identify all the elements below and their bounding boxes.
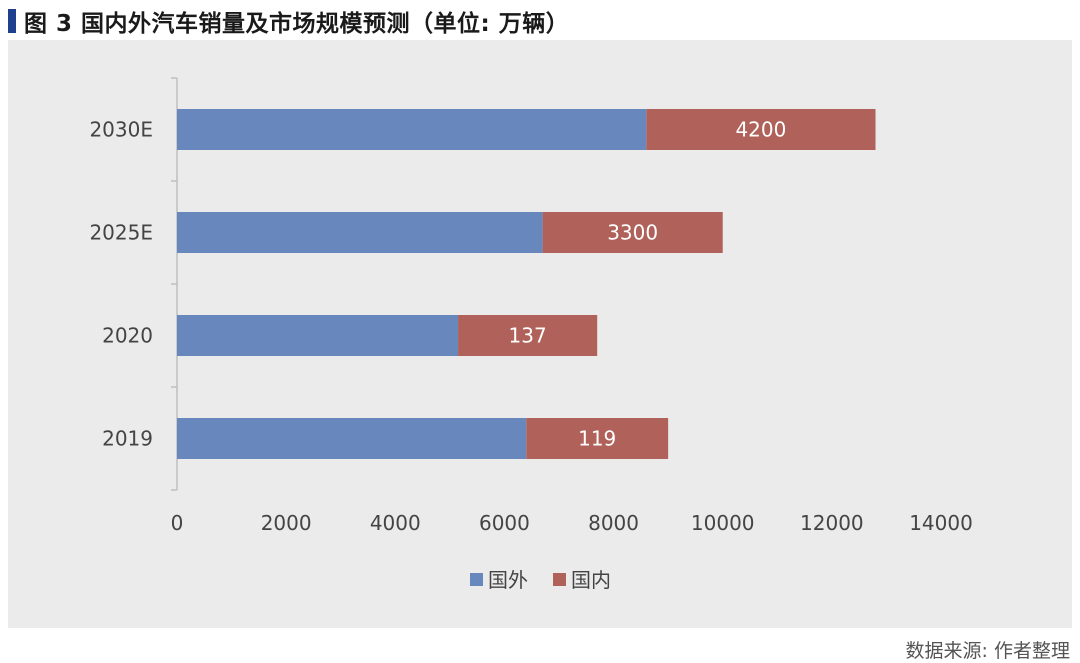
source-note: 数据来源: 作者整理 xyxy=(905,640,1070,662)
x-tick-label: 8000 xyxy=(588,511,639,535)
title-accent-bar xyxy=(8,9,16,33)
data-label: 119 xyxy=(578,427,616,451)
legend-item-domestic: 国内 xyxy=(571,568,611,592)
x-tick-label: 6000 xyxy=(479,511,530,535)
bar-foreign xyxy=(177,315,459,356)
bar-foreign xyxy=(177,109,647,150)
bar-foreign xyxy=(177,418,527,459)
x-tick-label: 12000 xyxy=(800,511,864,535)
figure-title: 图 3 国内外汽车销量及市场规模预测（单位: 万辆） xyxy=(24,11,570,37)
x-tick-label: 14000 xyxy=(909,511,973,535)
data-label: 137 xyxy=(509,324,547,348)
legend-item-foreign: 国外 xyxy=(488,568,528,592)
data-label: 4200 xyxy=(735,118,786,142)
category-label: 2019 xyxy=(102,427,153,451)
x-tick-label: 2000 xyxy=(261,511,312,535)
x-tick-label: 10000 xyxy=(691,511,755,535)
figure-header: 图 3 国内外汽车销量及市场规模预测（单位: 万辆） xyxy=(8,6,570,37)
bar-domestic xyxy=(526,418,669,459)
category-label: 2030E xyxy=(89,118,153,142)
x-tick-label: 0 xyxy=(171,511,184,535)
legend-swatch xyxy=(553,573,566,586)
bar-foreign xyxy=(177,212,543,253)
legend-swatch xyxy=(470,573,483,586)
bar-chart: 4200 2030E 3300 2025E 137 2020 119 2019 0 2000 400… xyxy=(89,77,973,592)
category-label: 2025E xyxy=(89,221,153,245)
bar-domestic xyxy=(646,109,876,150)
data-label: 3300 xyxy=(607,221,658,245)
bar-domestic xyxy=(458,315,598,356)
x-tick-label: 4000 xyxy=(370,511,421,535)
bar-domestic xyxy=(542,212,723,253)
chart-area: 4200 2030E 3300 2025E 137 2020 119 2019 0 2000 400… xyxy=(8,40,1072,628)
category-label: 2020 xyxy=(102,324,153,348)
